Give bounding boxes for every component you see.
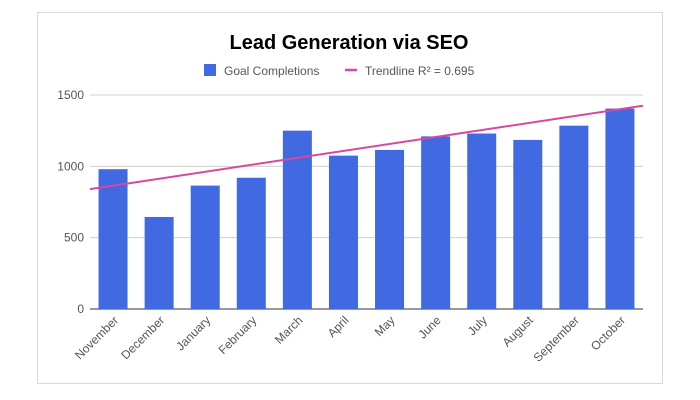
y-tick-label: 1500 (57, 88, 84, 102)
x-tick-label-november: November (72, 313, 121, 362)
legend-swatch-goal-completions (204, 64, 216, 76)
x-tick-label-october: October (588, 313, 628, 353)
bar-january (190, 185, 220, 309)
bar-april (328, 155, 358, 309)
chart-title: Lead Generation via SEO (230, 32, 469, 54)
x-tick-label-december: December (118, 313, 167, 362)
x-tick-label-april: April (325, 313, 352, 340)
x-tick-label-march: March (272, 313, 305, 346)
bar-may (375, 149, 405, 309)
y-tick-label: 1000 (57, 159, 84, 173)
y-tick-label: 0 (77, 302, 84, 316)
bar-july (467, 133, 497, 309)
bar-march (282, 130, 312, 309)
x-tick-label-july: July (465, 313, 490, 338)
y-tick-label: 500 (64, 231, 84, 245)
bars (98, 108, 635, 309)
bar-december (144, 216, 174, 309)
legend: Goal Completions Trendline R² = 0.695 (204, 64, 475, 78)
bar-september (559, 125, 589, 309)
x-tick-label-may: May (372, 313, 398, 339)
gridlines (90, 94, 643, 310)
bar-august (513, 139, 543, 309)
legend-label-goal-completions: Goal Completions (224, 64, 319, 78)
trendline (89, 104, 644, 191)
x-tick-label-august: August (500, 313, 537, 350)
bar-february (236, 177, 266, 309)
x-tick-label-february: February (216, 313, 260, 357)
legend-label-trendline: Trendline R² = 0.695 (365, 64, 475, 78)
bar-october (605, 108, 635, 309)
y-axis: 0 500 1000 1500 (57, 88, 84, 316)
trendline-group (89, 104, 644, 191)
x-tick-label-january: January (173, 313, 213, 353)
x-tick-label-june: June (415, 313, 444, 342)
x-tick-label-september: September (531, 313, 582, 364)
bar-november (98, 169, 128, 309)
bar-june (421, 136, 451, 309)
